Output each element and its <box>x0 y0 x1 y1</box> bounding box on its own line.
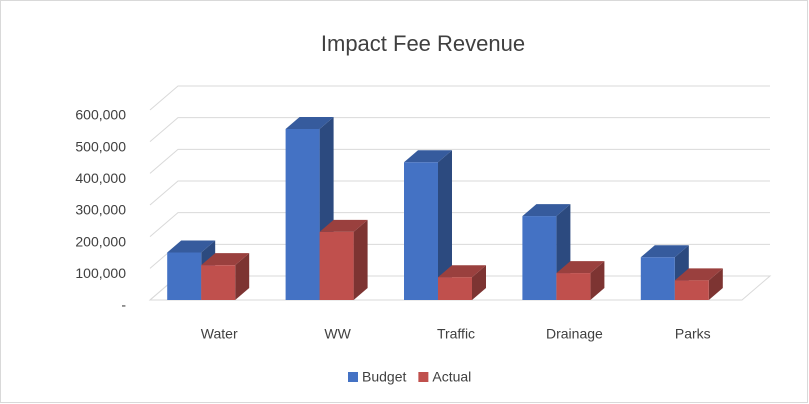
bar <box>201 253 250 300</box>
bar-front <box>438 277 472 300</box>
y-tick-label: 500,000 <box>75 138 126 154</box>
grid-line <box>149 180 770 206</box>
grid-line <box>149 85 770 111</box>
bar-top <box>404 150 452 163</box>
chart-title: Impact Fee Revenue <box>321 31 525 56</box>
bar-side <box>353 219 368 300</box>
grid-line <box>149 148 770 174</box>
bar <box>319 219 368 300</box>
y-tick-label: 200,000 <box>75 233 126 249</box>
bar-front <box>556 273 591 300</box>
bar-top <box>285 117 334 129</box>
y-tick-label: 400,000 <box>75 170 126 186</box>
bar <box>640 245 689 300</box>
y-tick-label: 600,000 <box>75 107 126 123</box>
bar <box>674 268 723 300</box>
bar-top <box>674 268 723 281</box>
legend-label: Actual <box>432 369 471 385</box>
bar-front <box>319 231 354 300</box>
bar-top <box>438 265 486 278</box>
legend-label: Budget <box>362 369 406 385</box>
bar <box>404 150 452 300</box>
y-tick-label: 100,000 <box>75 265 126 281</box>
x-tick-label: Drainage <box>546 326 603 342</box>
bar-front <box>201 265 236 300</box>
bar-top <box>640 245 689 258</box>
legend-swatch <box>348 372 358 382</box>
bar-top <box>167 240 216 253</box>
bar-side <box>235 253 250 300</box>
bar-front <box>404 162 438 300</box>
x-tick-label: WW <box>324 326 351 342</box>
x-tick-label: Parks <box>675 326 711 342</box>
y-tick-label: 300,000 <box>75 202 126 218</box>
x-tick-label: Traffic <box>437 326 475 342</box>
bar-side <box>590 261 605 300</box>
bar <box>438 265 486 300</box>
bar-front <box>674 280 709 300</box>
legend-swatch <box>418 372 429 382</box>
bar-side <box>438 150 452 300</box>
bar-top <box>319 219 368 232</box>
bar-side <box>472 265 486 300</box>
bar <box>556 261 605 300</box>
x-tick-label: Water <box>201 326 238 342</box>
bar-top <box>201 253 250 266</box>
bar-top <box>522 204 571 217</box>
bar-front <box>522 216 557 300</box>
bar-top <box>556 261 605 274</box>
bar-side <box>708 268 723 300</box>
bar-front <box>167 252 202 300</box>
y-tick-label: - <box>121 297 126 313</box>
grid-line <box>149 117 770 143</box>
bar-front <box>640 257 675 300</box>
bar-front <box>285 129 320 300</box>
grid-line <box>149 212 770 238</box>
